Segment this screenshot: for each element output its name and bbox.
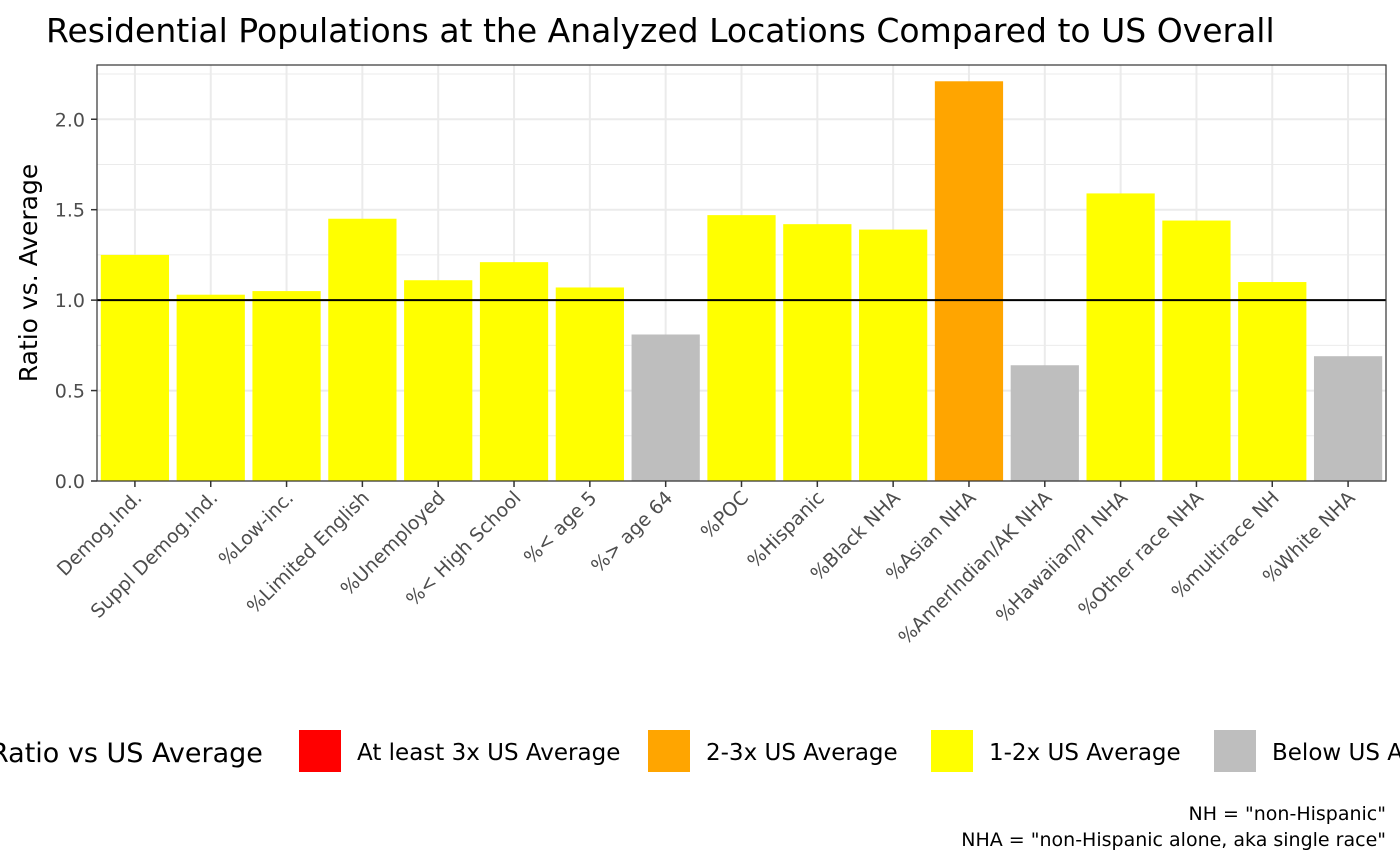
x-tick-label: %> age 64 <box>587 487 677 577</box>
legend-key <box>931 730 973 772</box>
x-tick-label: Suppl Demog.Ind. <box>87 487 223 623</box>
legend-label: 2-3x US Average <box>706 740 898 766</box>
bar-white-nha <box>1313 356 1383 481</box>
legend-key <box>299 730 341 772</box>
y-tick-label: 1.0 <box>55 290 85 312</box>
bar-other-race-nha <box>1162 220 1231 481</box>
legend-key <box>648 730 690 772</box>
x-tick-label: %AmerIndian/AK NHA <box>894 487 1056 649</box>
legend-title: Ratio vs US Average <box>0 738 263 769</box>
bar-age-5 <box>555 287 624 481</box>
x-axis: Demog.Ind.Suppl Demog.Ind.%Low-inc.%Limi… <box>53 481 1360 649</box>
bar-suppl-demog-ind <box>176 294 245 481</box>
bar-low-inc <box>252 291 321 481</box>
caption-line-1: NH = "non-Hispanic" <box>1189 803 1386 825</box>
x-tick-label: %Other race NHA <box>1074 487 1208 621</box>
bar-amerindian-ak-nha <box>1010 365 1079 481</box>
y-tick-label: 1.5 <box>55 200 85 222</box>
bar-demog-ind <box>100 254 170 481</box>
bar-high-school <box>479 262 549 481</box>
bar-age-64 <box>631 334 700 481</box>
y-axis-title: Ratio vs. Average <box>14 164 43 383</box>
bar-poc <box>707 215 776 481</box>
x-tick-label: %POC <box>697 487 753 543</box>
y-tick-label: 0.5 <box>55 381 85 403</box>
bar-multirace-nh <box>1238 282 1307 481</box>
bars <box>100 81 1383 481</box>
y-axis: 0.0 0.5 1.0 1.5 2.0 <box>55 109 97 493</box>
legend-label: At least 3x US Average <box>357 740 620 766</box>
legend-label: Below US Average <box>1272 740 1400 766</box>
caption: NH = "non-Hispanic" NHA = "non-Hispanic … <box>961 803 1386 851</box>
y-tick-label: 0.0 <box>55 471 85 493</box>
bar-hawaiian-pi-nha <box>1086 193 1155 481</box>
chart-title: Residential Populations at the Analyzed … <box>46 11 1275 50</box>
bar-black-nha <box>859 229 928 481</box>
x-tick-label: %< age 5 <box>520 487 602 569</box>
x-tick-label: %Hawaiian/PI NHA <box>992 487 1132 627</box>
caption-line-2: NHA = "non-Hispanic alone, aka single ra… <box>961 829 1386 851</box>
bar-asian-nha <box>934 81 1004 481</box>
legend-label: 1-2x US Average <box>989 740 1181 766</box>
bar-unemployed <box>404 280 473 481</box>
y-tick-label: 2.0 <box>55 109 85 131</box>
x-tick-label: %Low-inc. <box>215 487 299 571</box>
bar-hispanic <box>783 224 852 481</box>
legend-key <box>1214 730 1256 772</box>
bar-limited-english <box>328 218 397 481</box>
legend: Ratio vs US Average At least 3x US Avera… <box>0 730 1400 772</box>
